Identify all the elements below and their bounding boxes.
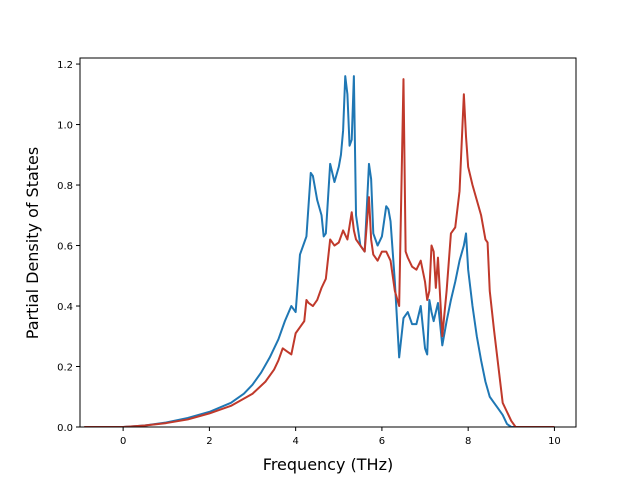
axes-layer: 0 2 4 6 8 10 0.0 0.2 0.4 0.6 0.8 1.0 1.2 xyxy=(57,57,577,447)
series-line-2 xyxy=(84,78,555,427)
x-axis-label: Frequency (THz) xyxy=(263,455,393,474)
x-tick-label: 8 xyxy=(465,436,471,447)
x-tick-label: 10 xyxy=(548,436,561,447)
y-tick-label: 0.2 xyxy=(57,363,73,374)
y-tick-label: 1.0 xyxy=(57,121,73,132)
series-line-1 xyxy=(84,75,555,427)
y-tick-label: 1.2 xyxy=(57,60,73,71)
x-tick-label: 2 xyxy=(206,436,212,447)
x-tick-label: 4 xyxy=(292,436,298,447)
y-tick-label: 0.6 xyxy=(57,242,73,253)
y-tick-label: 0.8 xyxy=(57,181,73,192)
y-axis-label: Partial Density of States xyxy=(23,147,42,339)
x-tick-label: 6 xyxy=(379,436,385,447)
series-layer xyxy=(84,75,555,427)
y-tick-label: 0.4 xyxy=(57,302,73,313)
axes-frame xyxy=(79,57,577,428)
y-tick-label: 0.0 xyxy=(57,423,73,434)
x-tick-label: 0 xyxy=(120,436,126,447)
